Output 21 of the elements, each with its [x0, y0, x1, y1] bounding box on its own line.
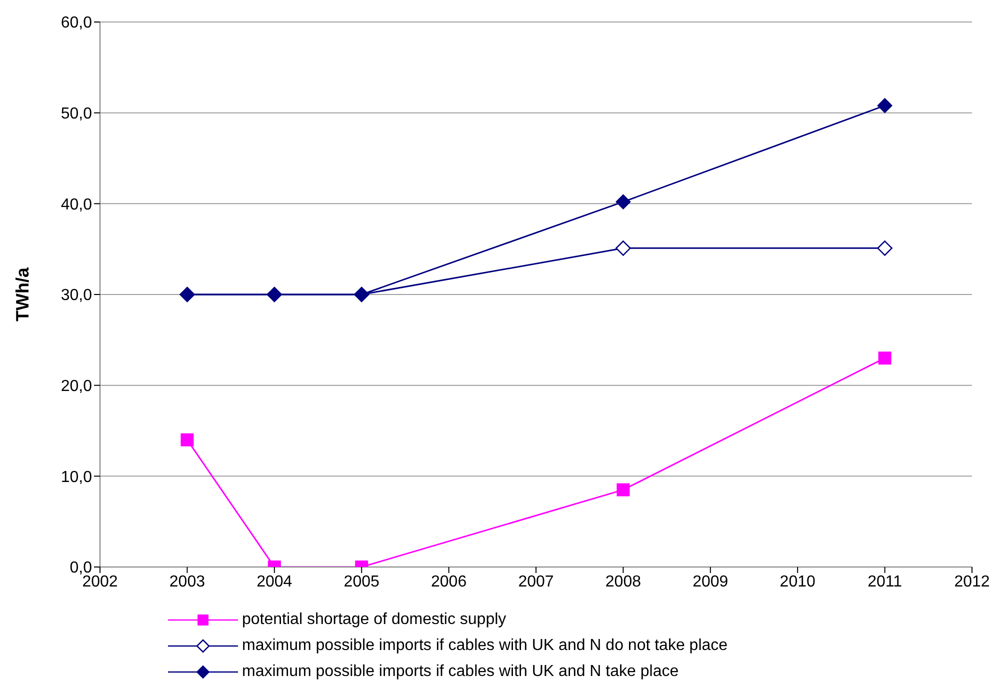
x-tick-label: 2008: [605, 573, 642, 590]
x-tick-label: 2002: [82, 573, 118, 590]
y-axis-title: TWh/a: [12, 266, 32, 322]
x-tick-label: 2003: [169, 573, 206, 590]
x-tick-label: 2009: [692, 573, 728, 590]
x-tick-label: 2010: [780, 573, 816, 590]
y-tick-label: 20,0: [60, 378, 92, 396]
x-tick-label: 2004: [256, 573, 292, 590]
x-tick-label: 2005: [344, 573, 380, 590]
y-tick-label: 10,0: [60, 468, 92, 486]
legend-label: potential shortage of domestic supply: [242, 611, 506, 629]
legend-label: maximum possible imports if cables with UK and N take place: [242, 663, 679, 681]
y-tick-label: 50,0: [60, 106, 92, 123]
y-tick-label: 40,0: [60, 196, 92, 214]
x-tick-label: 2006: [431, 573, 467, 590]
x-tick-label: 2007: [518, 573, 554, 590]
legend-label: maximum possible imports if cables with UK and N do not take place: [242, 637, 728, 655]
y-tick-label: 30,0: [60, 287, 92, 304]
x-tick-label: 2012: [954, 573, 990, 590]
x-tick-label: 2011: [868, 573, 902, 590]
y-tick-label: 60,0: [60, 14, 92, 32]
